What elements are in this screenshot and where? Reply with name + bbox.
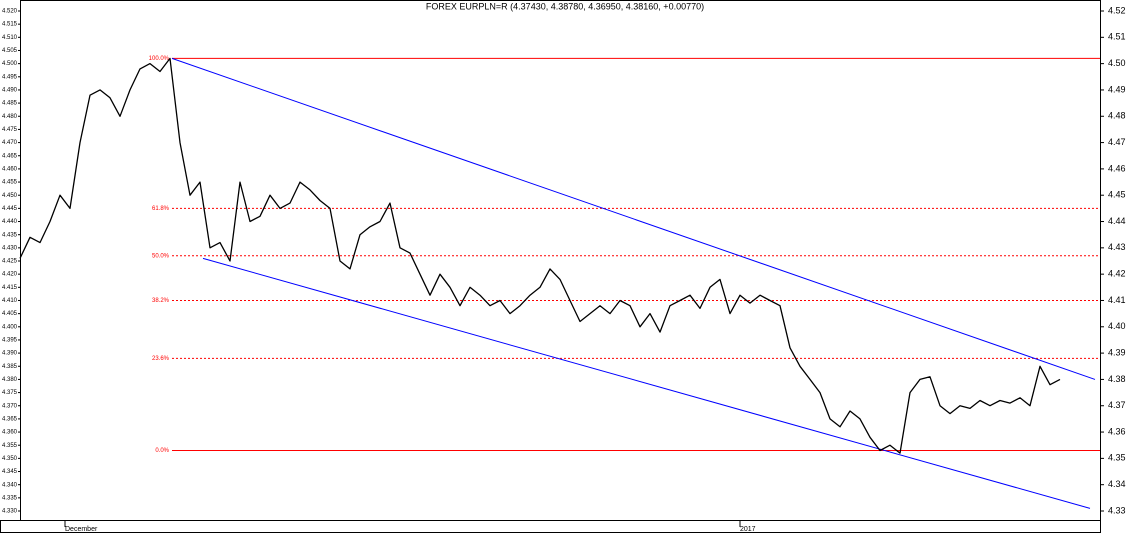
y-tick-label: 4.445 [2, 206, 18, 212]
chart-title: FOREX EURPLN=R (4.37430, 4.38780, 4.3695… [426, 1, 704, 11]
fib-label: 100.0% [149, 56, 170, 62]
y-tick-label: 4.505 [2, 48, 18, 54]
y-tick-label: 4.380 [2, 377, 18, 383]
y-tick-label: 4.440 [2, 219, 18, 225]
y-tick-label: 4.480 [2, 114, 18, 120]
y-tick-label: 4.355 [2, 443, 18, 449]
y-tick-label: 4.490 [2, 88, 18, 94]
y-tick-label: 4.435 [2, 232, 18, 238]
y2-tick-label: 4.49 [1108, 84, 1126, 94]
y-tick-label: 4.495 [2, 74, 18, 80]
y-tick-label: 4.385 [2, 364, 18, 370]
fib-label: 61.8% [152, 206, 170, 212]
y2-tick-label: 4.40 [1108, 321, 1126, 331]
y2-tick-label: 4.52 [1108, 5, 1126, 15]
y-tick-label: 4.520 [2, 9, 18, 15]
y-tick-label: 4.415 [2, 285, 18, 291]
y-tick-label: 4.455 [2, 180, 18, 186]
fib-label: 38.2% [152, 298, 170, 304]
y-tick-label: 4.350 [2, 456, 18, 462]
y2-tick-label: 4.39 [1108, 347, 1126, 357]
y2-tick-label: 4.51 [1108, 32, 1126, 42]
price-line [19, 57, 1061, 454]
y2-tick-label: 4.34 [1108, 479, 1126, 489]
y2-tick-label: 4.37 [1108, 400, 1126, 410]
y2-tick-label: 4.38 [1108, 374, 1126, 384]
y-tick-label: 4.430 [2, 245, 18, 251]
y-tick-label: 4.390 [2, 351, 18, 357]
y2-tick-label: 4.48 [1108, 111, 1126, 121]
y-tick-label: 4.395 [2, 338, 18, 344]
fib-label: 23.6% [152, 356, 170, 362]
y-tick-label: 4.420 [2, 272, 18, 278]
y2-tick-label: 4.44 [1108, 216, 1126, 226]
x-tick-label: December [65, 526, 98, 533]
y-tick-label: 4.465 [2, 153, 18, 159]
y-tick-label: 4.330 [2, 509, 18, 515]
y-tick-label: 4.470 [2, 140, 18, 146]
fib-label: 50.0% [152, 253, 170, 259]
y-tick-label: 4.345 [2, 469, 18, 475]
y-tick-label: 4.370 [2, 403, 18, 409]
fib-label: 0.0% [155, 448, 169, 454]
y-tick-label: 4.365 [2, 416, 18, 422]
y2-tick-label: 4.46 [1108, 163, 1126, 173]
y2-tick-label: 4.50 [1108, 58, 1126, 68]
y-tick-label: 4.460 [2, 166, 18, 172]
y-tick-label: 4.410 [2, 298, 18, 304]
y-tick-label: 4.375 [2, 390, 18, 396]
y-tick-label: 4.475 [2, 127, 18, 133]
y-tick-label: 4.500 [2, 61, 18, 67]
y-tick-label: 4.510 [2, 35, 18, 41]
y-tick-label: 4.450 [2, 193, 18, 199]
y-tick-label: 4.360 [2, 430, 18, 436]
y2-tick-label: 4.33 [1108, 505, 1126, 515]
y-tick-label: 4.335 [2, 495, 18, 501]
y-tick-label: 4.485 [2, 101, 18, 107]
y2-tick-label: 4.41 [1108, 295, 1126, 305]
x-tick-label: 2017 [740, 526, 756, 533]
y2-tick-label: 4.42 [1108, 269, 1126, 279]
y-tick-label: 4.340 [2, 482, 18, 488]
y-tick-label: 4.425 [2, 259, 18, 265]
y-tick-label: 4.515 [2, 22, 18, 28]
y2-tick-label: 4.45 [1108, 190, 1126, 200]
y2-tick-label: 4.47 [1108, 137, 1126, 147]
y2-tick-label: 4.36 [1108, 426, 1126, 436]
y2-tick-label: 4.35 [1108, 453, 1126, 463]
channel-line [202, 257, 1091, 509]
y-tick-label: 4.400 [2, 324, 18, 330]
y2-tick-label: 4.43 [1108, 242, 1126, 252]
y-tick-label: 4.405 [2, 311, 18, 317]
channel-line [171, 57, 1096, 380]
